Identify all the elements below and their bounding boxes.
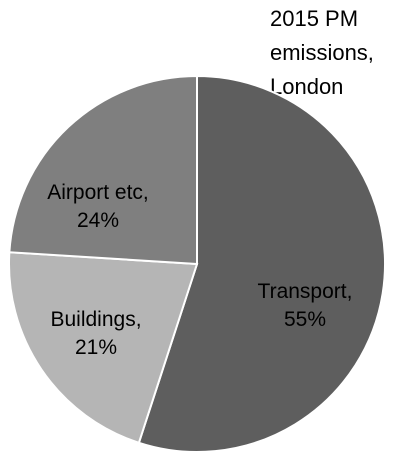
slice-label-1: Transport, [258,280,353,303]
chart-title-line-1: 2015 PM [270,6,359,31]
slice-value-label-3: 24% [77,209,119,232]
pie-slice-3 [8,74,198,266]
chart-title-line-3: London [270,74,344,99]
pie-slice-1 [137,74,386,453]
slice-value-label-2: 21% [75,336,117,359]
slice-label-3: Airport etc, [47,181,149,204]
chart-title-line-2: emissions, [270,40,374,65]
pie-slice-2 [8,251,199,445]
slice-value-label-1: 55% [284,308,326,331]
slice-label-2: Buildings, [50,308,141,331]
